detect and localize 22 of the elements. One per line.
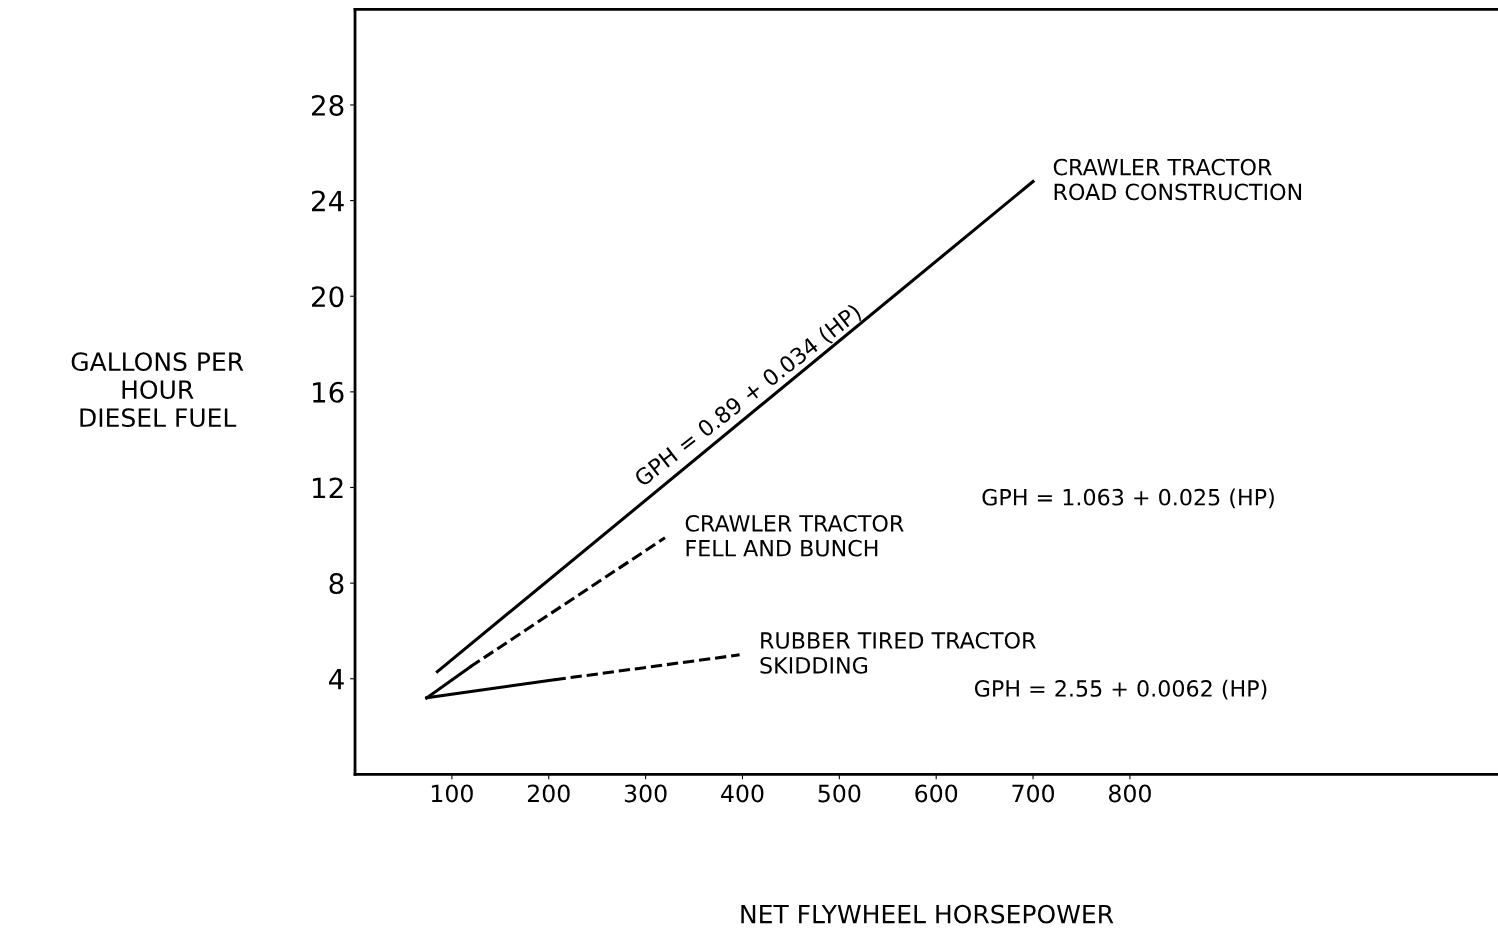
x-tick-label: 100: [431, 784, 473, 803]
y-tick-label: 20: [311, 286, 344, 308]
y-tick-label: 24: [311, 190, 344, 212]
x-tick-label: 600: [915, 784, 958, 803]
y-axis-title: GALLONS PER HOUR DIESEL FUEL: [71, 352, 244, 428]
x-tick-label: 500: [818, 784, 861, 803]
y-tick-label: 28: [311, 94, 344, 116]
y-tick-label: 16: [313, 381, 344, 403]
series-label: CRAWLER TRACTOR ROAD CONSTRUCTION: [1053, 158, 1302, 201]
annotation: GPH = 2.55 + 0.0062 (HP): [974, 679, 1267, 700]
x-tick-label: 300: [624, 784, 667, 803]
series-label: RUBBER TIRED TRACTOR SKIDDING: [760, 632, 1036, 674]
x-tick-label: 700: [1012, 784, 1055, 803]
x-tick-label: 400: [721, 784, 764, 803]
x-tick-label: 200: [527, 784, 570, 803]
series-label: CRAWLER TRACTOR FELL AND BUNCH: [685, 514, 904, 557]
y-tick-label: 4: [328, 669, 344, 690]
x-tick-label: 800: [1108, 784, 1151, 803]
x-axis-title: NET FLYWHEEL HORSEPOWER: [741, 904, 1114, 924]
annotation: GPH = 1.063 + 0.025 (HP): [982, 488, 1274, 509]
y-tick-label: 12: [313, 477, 343, 499]
y-tick-label: 8: [329, 573, 344, 595]
